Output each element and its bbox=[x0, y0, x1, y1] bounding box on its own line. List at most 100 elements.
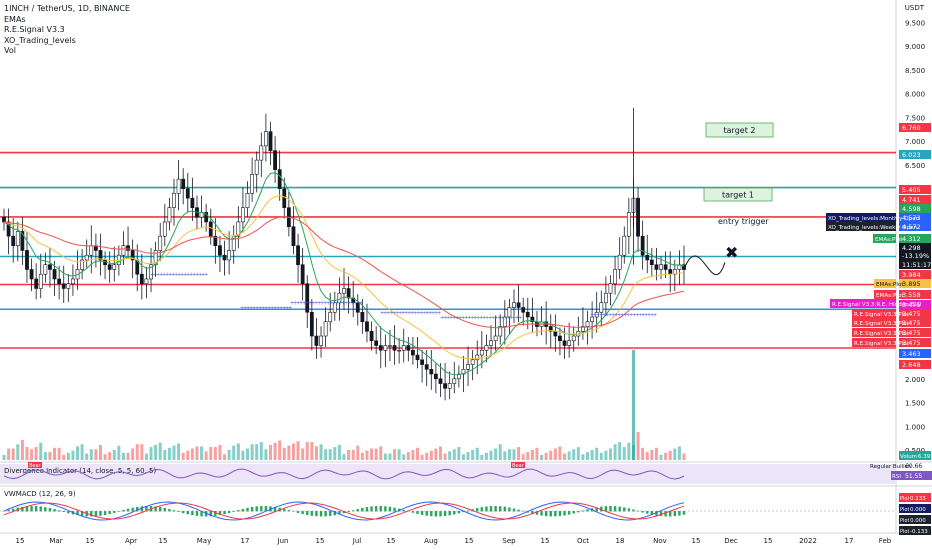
price-label-bg bbox=[899, 150, 931, 159]
line-tag-text: R.E.Signal V3.3:Plot bbox=[854, 312, 910, 318]
macd-histogram-bar bbox=[535, 511, 539, 515]
volume-bar bbox=[530, 449, 534, 460]
candle-body bbox=[378, 345, 383, 351]
macd-histogram-bar bbox=[563, 511, 566, 516]
volume-bar bbox=[563, 453, 567, 460]
macd-histogram-bar bbox=[11, 508, 15, 512]
line-tag-bg bbox=[852, 309, 896, 318]
price-label-text: 4.573 bbox=[902, 214, 921, 222]
xo-marker: + bbox=[189, 272, 193, 278]
volume-bar bbox=[351, 449, 355, 460]
macd-value-bg bbox=[909, 504, 931, 513]
xo-marker: + bbox=[240, 305, 244, 311]
candle-body bbox=[300, 264, 305, 285]
xo-marker: + bbox=[174, 272, 178, 278]
price-tick-label: 7.000 bbox=[905, 138, 925, 146]
candle-body bbox=[241, 207, 245, 223]
volume-bar bbox=[494, 448, 498, 460]
candle-body bbox=[121, 245, 126, 256]
xo-marker: + bbox=[359, 301, 363, 307]
xo-marker: + bbox=[614, 313, 618, 319]
xo-marker: + bbox=[629, 313, 633, 319]
time-tick-label: 15 bbox=[387, 537, 396, 545]
macd-tag-bg bbox=[899, 493, 909, 502]
candle-body bbox=[461, 368, 466, 375]
xo-marker: + bbox=[168, 272, 172, 278]
xo-marker: + bbox=[437, 310, 441, 316]
macd-histogram-bar bbox=[90, 511, 93, 517]
macd-histogram-bar bbox=[34, 506, 38, 512]
indicator-vol[interactable]: Vol bbox=[4, 46, 16, 55]
volume-bar bbox=[429, 450, 433, 460]
xo-marker: + bbox=[635, 313, 639, 319]
bear-tag-bg-2 bbox=[511, 462, 525, 468]
candle-body bbox=[516, 302, 521, 308]
candle-body bbox=[213, 235, 218, 246]
price-label-bg bbox=[899, 123, 931, 132]
volume-bar bbox=[195, 446, 199, 460]
volume-bar bbox=[314, 446, 318, 460]
xo-marker: + bbox=[186, 272, 190, 278]
volume-bar bbox=[121, 452, 125, 460]
xo-marker: + bbox=[296, 301, 300, 307]
candle-body bbox=[98, 250, 103, 261]
macd-histogram-bar bbox=[296, 511, 300, 513]
rsi-tag-label: RSI bbox=[892, 474, 901, 480]
xo-marker: + bbox=[246, 305, 250, 311]
volume-bar bbox=[645, 452, 649, 460]
symbol-title[interactable]: 1INCH / TetherUS, 1D, BINANCE bbox=[4, 4, 130, 13]
rsi-tag-bg bbox=[891, 471, 903, 480]
macd-histogram-bar bbox=[416, 511, 419, 514]
price-label-text: 4.598 bbox=[902, 205, 921, 213]
line-tag-bg bbox=[826, 222, 896, 231]
volume-bar bbox=[434, 448, 438, 460]
xo-marker: + bbox=[638, 313, 642, 319]
xo-marker: + bbox=[485, 315, 489, 321]
xo-marker: + bbox=[180, 272, 184, 278]
target-2-box bbox=[705, 122, 774, 138]
volume-bar bbox=[126, 452, 130, 460]
line-tag-bg bbox=[830, 299, 896, 308]
line-tag-bg bbox=[826, 213, 896, 222]
price-label-bg bbox=[899, 222, 931, 231]
volume-bar bbox=[365, 450, 369, 460]
indicator-emas[interactable]: EMAs bbox=[4, 14, 26, 24]
macd-histogram-bar bbox=[641, 511, 644, 513]
macd-tag-label: Plot bbox=[900, 529, 909, 535]
candle-body bbox=[149, 264, 153, 280]
volume-bar bbox=[457, 447, 461, 460]
candle-body bbox=[250, 174, 255, 194]
indicator-xo-levels[interactable]: XO_Trading_levels bbox=[4, 35, 76, 45]
volume-bar bbox=[333, 447, 337, 460]
xo-marker: + bbox=[150, 272, 154, 278]
candle-body bbox=[640, 235, 645, 256]
volume-bar bbox=[627, 442, 631, 460]
volume-bar bbox=[57, 447, 61, 460]
line-tag-text: EMAs:Plot bbox=[875, 237, 903, 243]
macd-value-bg bbox=[909, 526, 931, 535]
indicator-resignal[interactable]: R.E.Signal V3.3 bbox=[4, 25, 65, 34]
xo-marker: + bbox=[620, 313, 624, 319]
macd-histogram-bar bbox=[99, 511, 102, 516]
macd-histogram-bar bbox=[301, 511, 304, 515]
macd-histogram-bar bbox=[140, 506, 144, 512]
volume-bar bbox=[374, 448, 378, 460]
entry-trigger-label: entry trigger bbox=[718, 217, 769, 226]
candle-body bbox=[493, 335, 498, 342]
candle-body bbox=[176, 178, 181, 194]
xo-marker: + bbox=[192, 272, 196, 278]
volume-bar bbox=[328, 449, 332, 460]
xo-marker: + bbox=[201, 272, 205, 278]
macd-histogram-bar bbox=[200, 511, 203, 517]
macd-histogram-bar bbox=[227, 511, 231, 514]
macd-histogram-bar bbox=[292, 511, 295, 512]
macd-histogram-bar bbox=[80, 511, 84, 516]
candle-body bbox=[222, 254, 227, 261]
xo-marker: + bbox=[431, 310, 435, 316]
candle-body bbox=[581, 326, 585, 332]
volume-bar bbox=[535, 447, 539, 460]
xo-marker: + bbox=[317, 301, 321, 307]
time-tick-label: 2022 bbox=[799, 537, 817, 545]
xo-marker: + bbox=[479, 315, 483, 321]
